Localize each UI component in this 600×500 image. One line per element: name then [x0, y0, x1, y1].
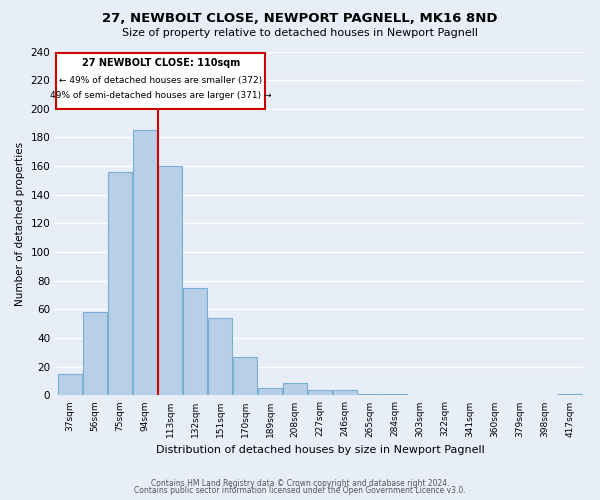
Bar	[58, 374, 82, 396]
Text: 27 NEWBOLT CLOSE: 110sqm: 27 NEWBOLT CLOSE: 110sqm	[82, 58, 240, 68]
Text: Contains HM Land Registry data © Crown copyright and database right 2024.: Contains HM Land Registry data © Crown c…	[151, 478, 449, 488]
Bar	[83, 312, 107, 396]
X-axis label: Distribution of detached houses by size in Newport Pagnell: Distribution of detached houses by size …	[156, 445, 484, 455]
Bar	[108, 172, 132, 396]
Text: Size of property relative to detached houses in Newport Pagnell: Size of property relative to detached ho…	[122, 28, 478, 38]
Bar	[158, 166, 182, 396]
FancyBboxPatch shape	[56, 53, 265, 109]
Text: 49% of semi-detached houses are larger (371) →: 49% of semi-detached houses are larger (…	[50, 92, 272, 100]
Bar	[258, 388, 282, 396]
Text: 27, NEWBOLT CLOSE, NEWPORT PAGNELL, MK16 8ND: 27, NEWBOLT CLOSE, NEWPORT PAGNELL, MK16…	[102, 12, 498, 26]
Bar	[208, 318, 232, 396]
Bar	[233, 356, 257, 396]
Bar	[558, 394, 582, 396]
Bar	[308, 390, 332, 396]
Bar	[333, 390, 357, 396]
Text: Contains public sector information licensed under the Open Government Licence v3: Contains public sector information licen…	[134, 486, 466, 495]
Bar	[183, 288, 207, 396]
Y-axis label: Number of detached properties: Number of detached properties	[15, 142, 25, 306]
Bar	[358, 394, 382, 396]
Bar	[133, 130, 157, 396]
Bar	[383, 394, 407, 396]
Text: ← 49% of detached houses are smaller (372): ← 49% of detached houses are smaller (37…	[59, 76, 262, 84]
Bar	[283, 382, 307, 396]
